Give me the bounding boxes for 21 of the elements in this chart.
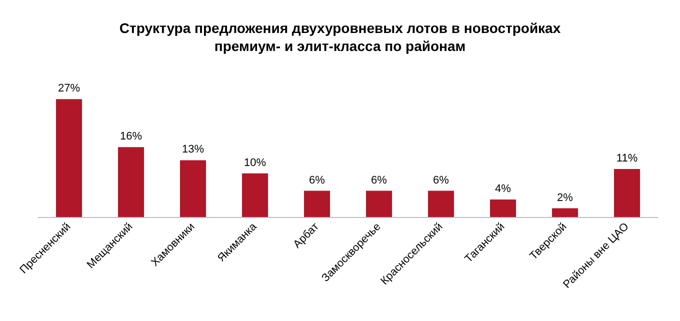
data-label: 11% (616, 152, 638, 164)
bar (180, 160, 206, 217)
data-label: 6% (371, 174, 388, 186)
data-label: 13% (182, 144, 204, 156)
bar (614, 168, 640, 217)
data-label: 6% (433, 174, 450, 186)
bar (366, 190, 392, 217)
data-label: 4% (495, 183, 512, 196)
data-label: 10% (244, 156, 266, 169)
data-label: 6% (309, 174, 326, 186)
chart-title: Структура предложения двухуровневых лотов в новостройках премиум- и элит-класса по районам (119, 20, 561, 54)
bar (242, 173, 268, 217)
bar (118, 147, 144, 217)
data-label: 27% (58, 82, 80, 95)
bar (490, 200, 516, 217)
bar (56, 99, 82, 217)
bar (428, 190, 454, 217)
data-label: 16% (120, 130, 142, 143)
bar (552, 208, 578, 217)
bar (304, 190, 330, 217)
data-label: 2% (557, 192, 574, 204)
